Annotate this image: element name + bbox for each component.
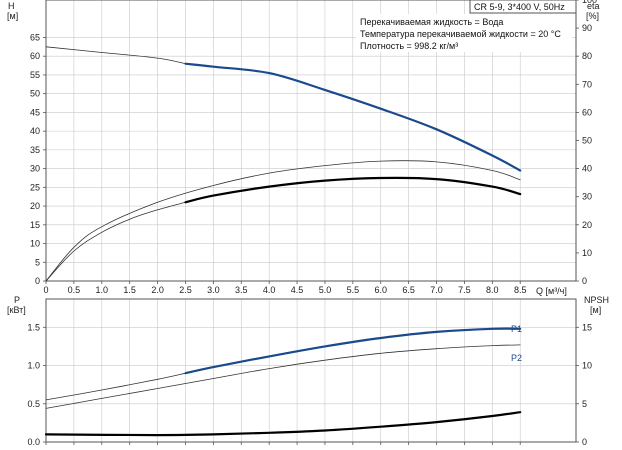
x-tick-label: 5.5 <box>347 285 360 295</box>
x-tick-label: 8.5 <box>514 285 527 295</box>
left-tick-label: 5 <box>35 257 40 267</box>
series-label-p2: P2 <box>511 353 522 363</box>
h-axis-title: H <box>8 1 15 11</box>
series-label-p1: P1 <box>511 324 522 334</box>
curve-top-3 <box>184 176 522 204</box>
notes-background <box>356 14 572 52</box>
left-tick-label: 30 <box>30 164 40 174</box>
x-tick-label: 1.5 <box>123 285 136 295</box>
bottom-panel-power-npsh: P [кВт] NPSH [м] 0.0 0.5 1.0 1.5 0 5 10 15 P1 P… <box>7 295 609 447</box>
h-axis-unit: [м] <box>7 11 18 21</box>
note-density: Плотность = 998.2 кг/м³ <box>360 41 458 51</box>
curve-top-2 <box>45 201 186 282</box>
right-tick-label: 15 <box>582 322 592 332</box>
right-tick-label: 0 <box>582 437 587 447</box>
x-tick-label: 7.5 <box>458 285 471 295</box>
x-tick-label: 6.5 <box>402 285 415 295</box>
npsh-axis-unit: [м] <box>590 305 601 315</box>
left-tick-label: 65 <box>30 32 40 42</box>
right-tick-label: 10 <box>582 248 592 258</box>
bottom-plot-frame <box>45 298 577 443</box>
x-tick-label: 4.5 <box>291 285 304 295</box>
x-tick-label: 1.0 <box>96 285 109 295</box>
x-tick-label: 6.0 <box>374 285 387 295</box>
right-tick-label: 90 <box>582 23 592 33</box>
left-tick-label: 55 <box>30 70 40 80</box>
right-tick-label: 5 <box>582 399 587 409</box>
top-ticks: 0 0.5 1.0 1.5 2.0 2.5 3.0 3.5 4.0 4.5 5.0 5.5 6.0 6.5… <box>30 0 597 295</box>
eta-axis-unit: [%] <box>586 11 599 21</box>
right-tick-label: 100 <box>582 0 597 5</box>
x-tick-label: 4.0 <box>263 285 276 295</box>
left-tick-label: 1.0 <box>27 361 40 371</box>
curve-top-1 <box>184 62 522 172</box>
left-tick-label: 35 <box>30 145 40 155</box>
top-panel-head-efficiency: H [м] eta [%] Q [м³/ч] CR 5-9, 3*400 V, … <box>7 0 600 296</box>
top-curves <box>45 46 522 282</box>
curve-bottom-2 <box>45 344 521 409</box>
right-tick-label: 30 <box>582 192 592 202</box>
curve-top-0 <box>45 46 186 65</box>
left-tick-label: 45 <box>30 107 40 117</box>
x-tick-label: 2.5 <box>179 285 192 295</box>
curve-bottom-3 <box>44 411 522 437</box>
x-tick-label: 7.0 <box>430 285 443 295</box>
x-tick-label: 3.0 <box>207 285 220 295</box>
x-tick-label: 8.0 <box>486 285 499 295</box>
left-tick-label: 50 <box>30 89 40 99</box>
x-tick-label: 0 <box>43 285 48 295</box>
x-tick-label: 0.5 <box>68 285 81 295</box>
q-axis-label: Q [м³/ч] <box>536 286 567 296</box>
right-tick-label: 40 <box>582 164 592 174</box>
right-tick-label: 50 <box>582 136 592 146</box>
left-tick-label: 0.0 <box>27 437 40 447</box>
note-liquid: Перекачиваемая жидкость = Вода <box>360 17 503 27</box>
right-tick-label: 0 <box>582 276 587 286</box>
left-tick-label: 1.5 <box>27 322 40 332</box>
eta-axis-title: eta <box>587 1 600 11</box>
left-tick-label: 40 <box>30 126 40 136</box>
left-tick-label: 60 <box>30 51 40 61</box>
note-temperature: Температура перекачиваемой жидкости = 20… <box>360 29 561 39</box>
npsh-axis-title: NPSH <box>584 295 609 305</box>
bottom-ticks: 0.0 0.5 1.0 1.5 0 5 10 15 <box>27 322 592 447</box>
left-tick-label: 0.5 <box>27 399 40 409</box>
left-tick-label: 20 <box>30 201 40 211</box>
p-axis-title: P <box>14 295 20 305</box>
right-tick-label: 20 <box>582 220 592 230</box>
left-tick-label: 25 <box>30 182 40 192</box>
curve-bottom-1 <box>184 327 522 375</box>
p-axis-unit: [кВт] <box>7 305 26 315</box>
left-tick-label: 15 <box>30 220 40 230</box>
x-tick-label: 2.0 <box>151 285 164 295</box>
left-tick-label: 0 <box>35 276 40 286</box>
x-tick-label: 3.5 <box>235 285 248 295</box>
right-tick-label: 60 <box>582 107 592 117</box>
x-tick-label: 5.0 <box>319 285 332 295</box>
bottom-grid <box>46 299 576 443</box>
model-box <box>469 0 577 14</box>
curve-bottom-0 <box>45 372 186 401</box>
curve-top-4 <box>45 160 521 282</box>
model-label: CR 5-9, 3*400 V, 50Hz <box>474 2 565 12</box>
right-tick-label: 10 <box>582 361 592 371</box>
right-tick-label: 80 <box>582 51 592 61</box>
left-tick-label: 10 <box>30 239 40 249</box>
right-tick-label: 70 <box>582 79 592 89</box>
bottom-curves <box>44 327 522 437</box>
